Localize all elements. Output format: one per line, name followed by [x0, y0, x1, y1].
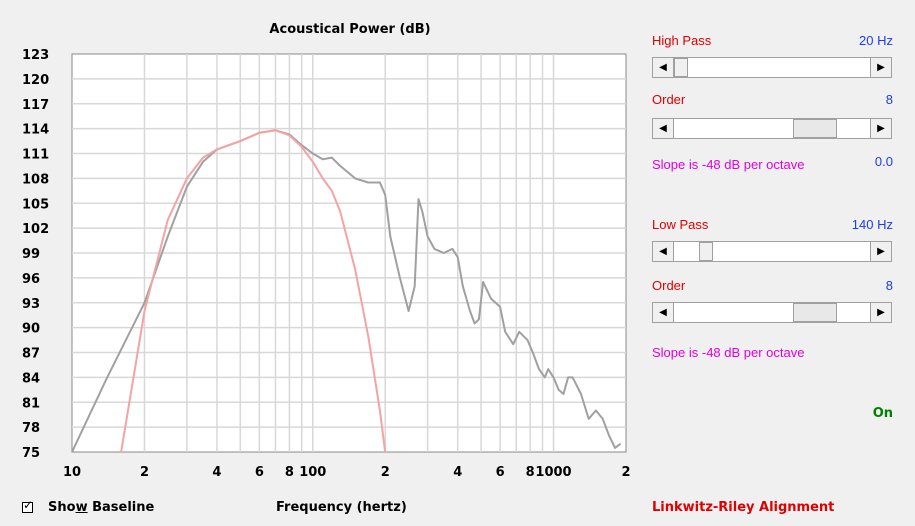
scroll-left-icon[interactable]: ◀: [653, 242, 674, 261]
y-tick-label: 102: [22, 222, 49, 237]
low-pass-slope-text: Slope is -48 dB per octave: [652, 345, 805, 360]
x-tick-label: 8: [526, 465, 535, 480]
y-tick-label: 84: [22, 371, 40, 386]
low-pass-order-value: 8: [885, 278, 893, 293]
y-tick-label: 120: [22, 73, 49, 88]
scroll-right-icon[interactable]: ▶: [870, 303, 891, 322]
x-tick-label: 4: [453, 465, 462, 480]
high-pass-order-thumb[interactable]: [792, 119, 837, 138]
status-indicator: On: [872, 406, 893, 421]
grid: [72, 54, 626, 452]
y-tick-label: 123: [22, 48, 49, 63]
scroll-right-icon[interactable]: ▶: [870, 119, 891, 138]
high-pass-offset-value: 0.0: [874, 154, 893, 169]
high-pass-slider-thumb[interactable]: [674, 58, 688, 77]
show-baseline-checkbox[interactable]: ✓: [22, 498, 33, 513]
x-tick-label: 2: [140, 465, 149, 480]
y-tick-label: 108: [22, 172, 49, 187]
high-pass-order-value: 8: [885, 92, 893, 107]
x-axis-ticks: 10 2 4 6 8 100 2 4 6 8 1000 2: [63, 465, 631, 480]
chart-title: Acoustical Power (dB): [269, 22, 430, 37]
y-tick-label: 93: [22, 297, 40, 312]
scroll-right-icon[interactable]: ▶: [870, 58, 891, 77]
alignment-label: Linkwitz-Riley Alignment: [652, 500, 835, 515]
y-tick-label: 90: [22, 322, 40, 337]
y-tick-label: 81: [22, 396, 40, 411]
y-tick-label: 117: [22, 98, 49, 113]
acoustic-power-chart: Acoustical Power (dB) 123120117114111108…: [22, 22, 631, 480]
low-pass-order-slider[interactable]: ◀ ▶: [652, 302, 892, 323]
high-pass-order-slider[interactable]: ◀ ▶: [652, 118, 892, 139]
y-tick-label: 105: [22, 197, 49, 212]
low-pass-slider-thumb[interactable]: [699, 242, 714, 261]
check-mark-icon: ✓: [23, 498, 34, 512]
low-pass-order-label: Order: [652, 278, 686, 293]
y-tick-label: 87: [22, 347, 40, 362]
x-tick-label: 100: [299, 465, 326, 480]
x-tick-label: 6: [496, 465, 505, 480]
y-tick-label: 75: [22, 446, 40, 461]
y-tick-label: 96: [22, 272, 40, 287]
x-axis-label: Frequency (hertz): [276, 500, 407, 515]
show-baseline-label: Show Baseline: [48, 500, 155, 515]
y-tick-label: 99: [22, 247, 40, 262]
high-pass-value: 20 Hz: [859, 33, 893, 48]
high-pass-order-label: Order: [652, 92, 686, 107]
x-tick-label: 8: [285, 465, 294, 480]
scroll-left-icon[interactable]: ◀: [653, 58, 674, 77]
x-tick-label: 4: [212, 465, 221, 480]
x-tick-label: 1000: [535, 465, 571, 480]
y-tick-label: 114: [22, 123, 49, 138]
scroll-left-icon[interactable]: ◀: [653, 119, 674, 138]
low-pass-value: 140 Hz: [851, 217, 893, 232]
x-tick-label: 2: [381, 465, 390, 480]
y-tick-label: 78: [22, 421, 40, 436]
filtered-response-line: [120, 129, 387, 453]
scroll-right-icon[interactable]: ▶: [870, 242, 891, 261]
series-group: [71, 129, 622, 453]
y-tick-label: 111: [22, 148, 49, 163]
low-pass-label: Low Pass: [652, 217, 709, 232]
x-tick-label: 2: [621, 465, 630, 480]
show-baseline-toggle[interactable]: ✓ Show Baseline: [22, 498, 155, 515]
high-pass-slope-text: Slope is -48 dB per octave: [652, 157, 805, 172]
y-axis-ticks: 123 120 117 114 111 108 105 102 99 96 93 90 87 84 81 78…: [22, 48, 49, 461]
high-pass-slider[interactable]: ◀ ▶: [652, 57, 892, 78]
low-pass-slider[interactable]: ◀ ▶: [652, 241, 892, 262]
high-pass-label: High Pass: [652, 33, 712, 48]
low-pass-order-thumb[interactable]: [792, 303, 837, 322]
scroll-left-icon[interactable]: ◀: [653, 303, 674, 322]
x-tick-label: 6: [255, 465, 264, 480]
x-tick-label: 10: [63, 465, 81, 480]
